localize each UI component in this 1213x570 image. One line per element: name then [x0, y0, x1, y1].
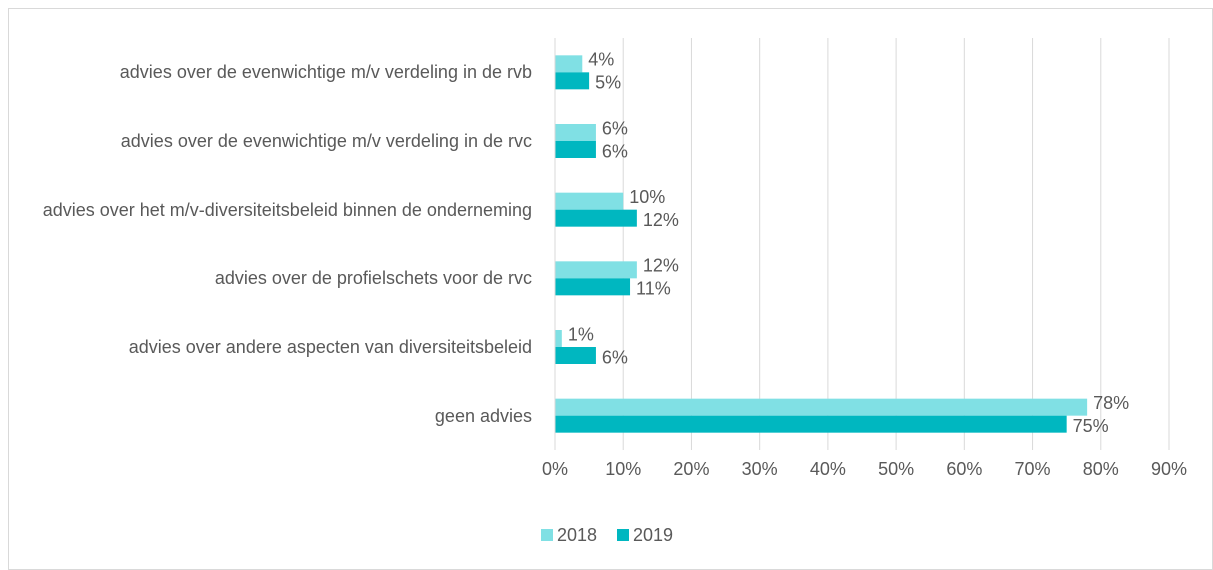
data-label: 1% [568, 324, 594, 344]
legend-label: 2018 [557, 525, 597, 545]
x-tick-label: 60% [946, 459, 982, 479]
legend-swatch [617, 529, 629, 541]
x-tick-label: 20% [673, 459, 709, 479]
x-tick-label: 80% [1083, 459, 1119, 479]
bar [555, 278, 631, 296]
y-tick-label: advies over de evenwichtige m/v verdelin… [120, 131, 532, 151]
bar [555, 330, 562, 347]
legend-label: 2019 [633, 525, 673, 545]
bar [555, 124, 596, 141]
bar [555, 415, 1067, 433]
bar [555, 55, 583, 73]
bar [555, 192, 624, 210]
bar [555, 141, 596, 158]
x-tick-label: 40% [810, 459, 846, 479]
x-tick-label: 50% [878, 459, 914, 479]
x-tick-label: 10% [605, 459, 641, 479]
data-label: 6% [602, 347, 628, 367]
bar [555, 347, 596, 364]
bar [555, 261, 637, 279]
data-label: 10% [629, 187, 665, 207]
data-label: 11% [636, 279, 671, 299]
y-tick-label: advies over het m/v-diversiteitsbeleid b… [42, 199, 532, 220]
y-tick-label: geen advies [434, 405, 532, 426]
data-label: 6% [602, 118, 628, 138]
data-label: 5% [595, 73, 621, 93]
y-tick-label: advies over andere aspecten van diversit… [128, 337, 532, 357]
x-tick-label: 30% [742, 459, 778, 479]
y-tick-label: advies over de evenwichtige m/v verdelin… [119, 62, 532, 83]
bar [555, 398, 1088, 416]
bar [555, 209, 637, 227]
y-tick-label: advies over de profielschets voor de rvc [214, 268, 532, 289]
bar [555, 72, 590, 90]
x-tick-label: 70% [1015, 459, 1051, 479]
data-label: 75% [1073, 416, 1109, 436]
data-label: 12% [643, 210, 679, 230]
data-label: 78% [1093, 393, 1129, 413]
x-tick-label: 0% [542, 459, 568, 479]
x-tick-label: 90% [1151, 459, 1187, 479]
data-label: 4% [588, 50, 614, 70]
data-label: 6% [602, 141, 628, 161]
legend-swatch [541, 529, 553, 541]
data-label: 12% [643, 256, 679, 276]
